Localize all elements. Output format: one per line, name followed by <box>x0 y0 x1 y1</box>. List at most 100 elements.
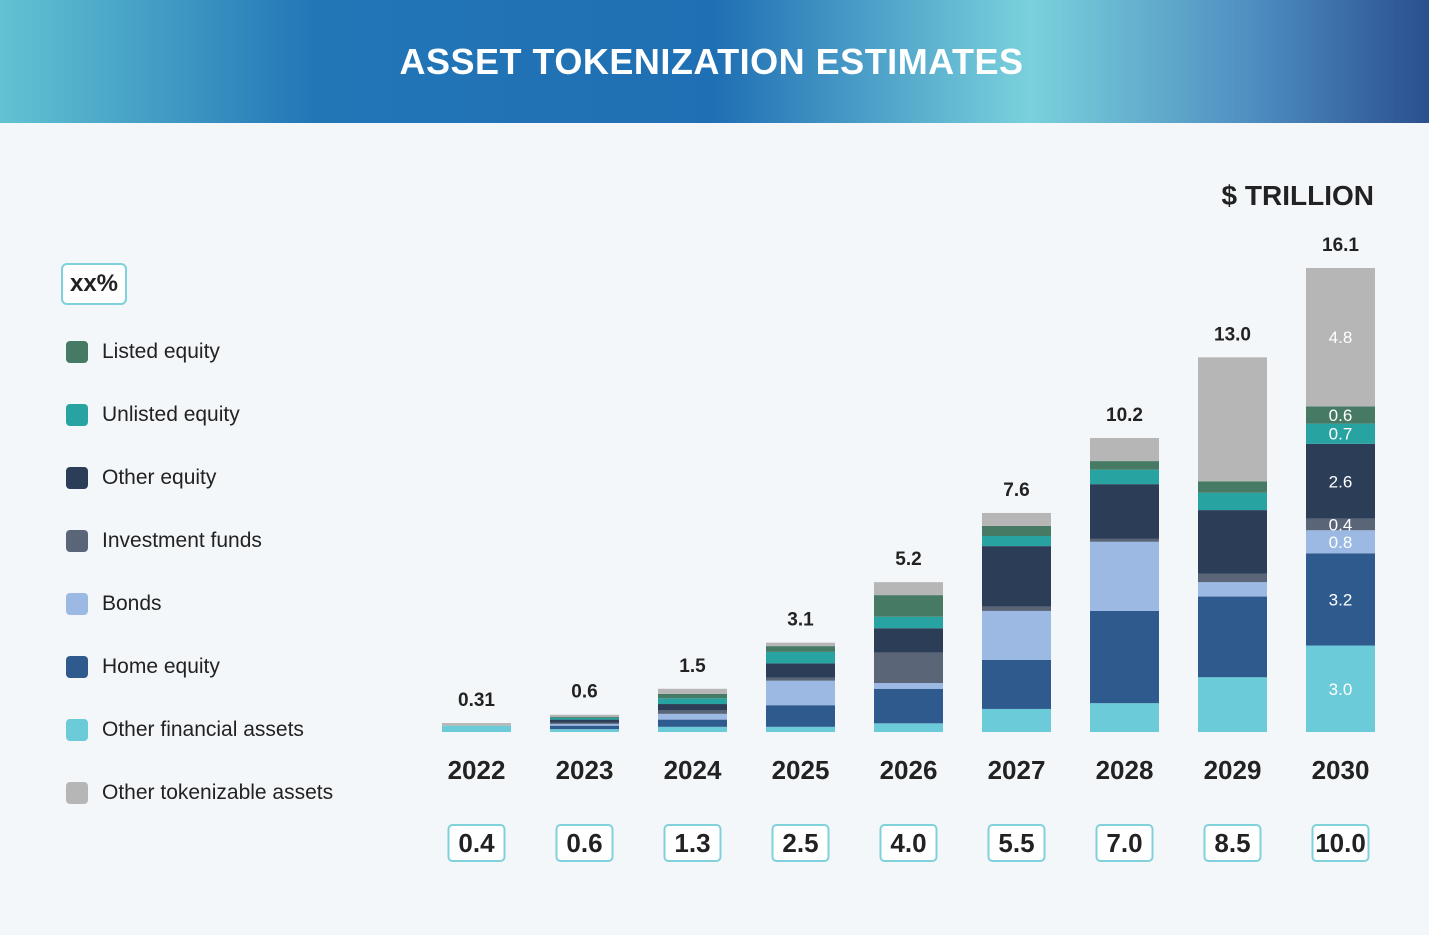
x-tick-label: 2029 <box>1204 755 1262 785</box>
bar-segment-home-equity-2029 <box>1198 596 1267 678</box>
bar-segment-investment-funds-2029 <box>1198 573 1267 583</box>
legend-item-home-equity: Home equity <box>66 655 220 679</box>
percent-key-box: xx% <box>61 263 127 305</box>
percent-value: 0.4 <box>458 828 495 858</box>
page-title: ASSET TOKENIZATION ESTIMATES <box>399 40 1024 82</box>
bar-total-label: 13.0 <box>1214 324 1251 345</box>
segment-label-unlisted-equity: 0.7 <box>1329 425 1353 444</box>
legend-label: Unlisted equity <box>102 403 240 426</box>
bar-segment-other-financial-assets-2024 <box>658 726 727 732</box>
legend-label: Other financial assets <box>102 718 304 741</box>
legend-item-other-equity: Other equity <box>66 466 216 490</box>
bar-segment-other-equity-2026 <box>874 628 943 653</box>
legend-item-bonds: Bonds <box>66 592 162 616</box>
legend-item-unlisted-equity: Unlisted equity <box>66 403 240 427</box>
percent-box <box>555 824 614 862</box>
percent-box <box>879 824 938 862</box>
bar-segment-unlisted-equity-2029 <box>1198 492 1267 511</box>
x-tick-label: 2030 <box>1312 755 1370 785</box>
bar-total-label: 7.6 <box>1003 480 1029 501</box>
bar-segment-bonds-2023 <box>550 723 619 726</box>
bar-segment-bonds-2029 <box>1198 582 1267 597</box>
percent-value: 4.0 <box>890 828 926 858</box>
bar-total-label: 5.2 <box>895 549 921 570</box>
percent-box <box>1311 824 1370 862</box>
bar-segment-listed-equity-2025 <box>766 646 835 652</box>
percent-value: 8.5 <box>1214 828 1250 858</box>
bar-total-label: 1.5 <box>679 656 706 677</box>
segment-label-other-equity: 2.6 <box>1329 472 1353 491</box>
percent-value: 5.5 <box>998 828 1034 858</box>
bar-segment-home-equity-2026 <box>874 688 943 724</box>
segment-label-home-equity: 3.2 <box>1329 590 1353 609</box>
bar-total-label: 0.31 <box>458 690 495 711</box>
bar-segment-other-tokenizable-assets-2025 <box>766 642 835 647</box>
bar-segment-listed-equity-2027 <box>982 525 1051 537</box>
bar-segment-investment-funds-2025 <box>766 677 835 681</box>
percent-box <box>1095 824 1154 862</box>
bar-segment-other-financial-assets-2022 <box>442 725 511 732</box>
legend-swatch <box>66 530 88 552</box>
bar-segment-other-equity-2025 <box>766 663 835 678</box>
percent-box <box>1203 824 1262 862</box>
bar-total-label: 0.6 <box>571 682 597 703</box>
bar-segment-unlisted-equity-2025 <box>766 651 835 664</box>
segment-label-investment-funds: 0.4 <box>1329 516 1353 535</box>
legend-label: Other equity <box>102 466 217 489</box>
bar-segment-listed-equity-2024 <box>658 693 727 699</box>
bar-segment-home-equity-2025 <box>766 705 835 727</box>
bar-segment-other-financial-assets-2028 <box>1090 703 1159 732</box>
legend-item-listed-equity: Listed equity <box>66 340 220 364</box>
legend-swatch <box>66 341 88 363</box>
bar-total-label: 10.2 <box>1106 405 1143 426</box>
bar-segment-home-equity-2024 <box>658 719 727 727</box>
legend-swatch <box>66 593 88 615</box>
legend-swatch <box>66 404 88 426</box>
x-tick-label: 2026 <box>880 755 938 785</box>
bar-segment-unlisted-equity-2030 <box>1306 423 1375 444</box>
bar-segment-other-equity-2029 <box>1198 510 1267 574</box>
bar-segment-bonds-2026 <box>874 683 943 689</box>
bar-segment-other-tokenizable-assets-2026 <box>874 582 943 596</box>
bar-segment-other-tokenizable-assets-2022 <box>442 723 511 726</box>
legend-label: Investment funds <box>102 529 262 552</box>
bar-segment-unlisted-equity-2026 <box>874 616 943 629</box>
bar-segment-investment-funds-2026 <box>874 652 943 684</box>
bar-segment-other-tokenizable-assets-2023 <box>550 714 619 717</box>
legend-label: Bonds <box>102 592 162 615</box>
bar-total-label: 16.1 <box>1322 235 1359 256</box>
bar-segment-investment-funds-2030 <box>1306 518 1375 531</box>
bar-segment-other-tokenizable-assets-2027 <box>982 512 1051 526</box>
x-tick-label: 2023 <box>556 755 614 785</box>
bar-segment-listed-equity-2029 <box>1198 481 1267 493</box>
percent-box <box>663 824 722 862</box>
percent-value: 10.0 <box>1315 828 1366 858</box>
bar-segment-other-financial-assets-2026 <box>874 723 943 732</box>
percent-value: 1.3 <box>674 828 710 858</box>
legend-swatch <box>66 782 88 804</box>
percent-value: 7.0 <box>1106 828 1142 858</box>
bar-segment-bonds-2025 <box>766 680 835 706</box>
segment-label-listed-equity: 0.6 <box>1329 406 1353 425</box>
bar-segment-listed-equity-2030 <box>1306 406 1375 424</box>
segment-label-bonds: 0.8 <box>1329 533 1353 552</box>
bar-segment-bonds-2030 <box>1306 530 1375 554</box>
bar-segment-bonds-2028 <box>1090 541 1159 611</box>
bar-segment-bonds-2024 <box>658 713 727 720</box>
legend-label: Listed equity <box>102 340 220 363</box>
bar-segment-other-equity-2028 <box>1090 484 1159 539</box>
bar-segment-other-tokenizable-assets-2029 <box>1198 357 1267 482</box>
percent-box <box>771 824 830 862</box>
bar-segment-home-equity-2027 <box>982 659 1051 709</box>
header-banner: ASSET TOKENIZATION ESTIMATES <box>0 0 1429 123</box>
bar-segment-unlisted-equity-2024 <box>658 698 727 705</box>
x-tick-label: 2027 <box>988 755 1046 785</box>
percent-box <box>987 824 1046 862</box>
bar-segment-other-tokenizable-assets-2024 <box>658 688 727 694</box>
segment-label-other-financial-assets: 3.0 <box>1329 680 1353 699</box>
percent-value: 0.6 <box>566 828 602 858</box>
legend-item-other-tokenizable-assets: Other tokenizable assets <box>66 781 333 805</box>
x-tick-label: 2024 <box>664 755 722 785</box>
bar-segment-home-equity-2023 <box>550 725 619 730</box>
